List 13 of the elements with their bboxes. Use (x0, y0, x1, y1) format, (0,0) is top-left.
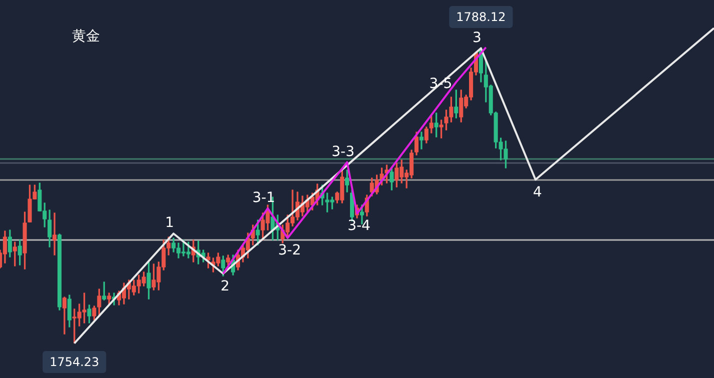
annotation: 3-4 (348, 218, 371, 234)
candlestick (52, 212, 57, 256)
annotation: 1 (165, 215, 174, 232)
candlestick (419, 132, 424, 150)
annotation: 3-3 (332, 144, 355, 160)
annotation: 3-2 (278, 242, 302, 259)
annotation: 4 (533, 184, 542, 200)
annotation: 3-1 (252, 190, 276, 206)
annotation: 1788.12 (456, 10, 506, 24)
annotation: 3 (472, 30, 482, 46)
text: 黄金 (72, 28, 100, 45)
annotation: 1754.23 (50, 355, 100, 370)
annotation: 2 (220, 278, 230, 294)
